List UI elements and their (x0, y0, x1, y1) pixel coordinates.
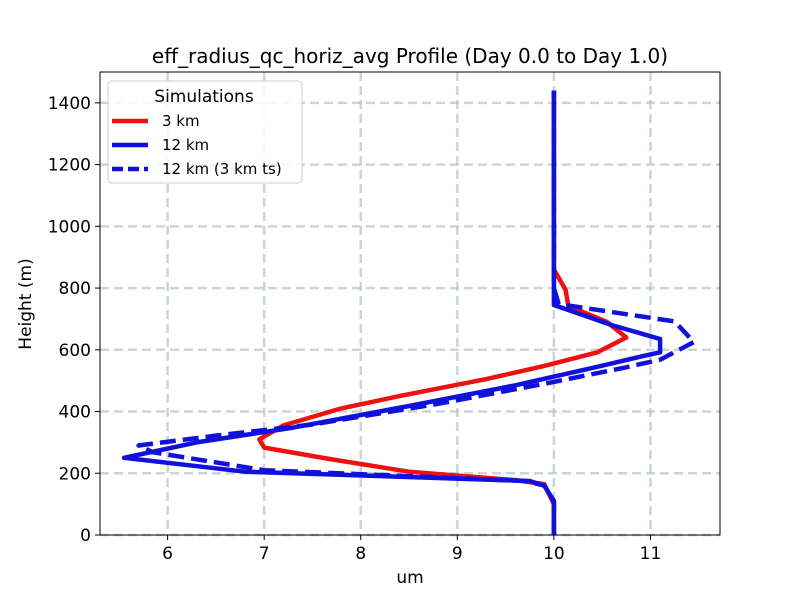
y-axis-label: Height (m) (16, 258, 36, 349)
legend-label: 12 km (162, 136, 209, 154)
x-tick-label: 10 (543, 544, 565, 564)
series-line (136, 90, 697, 535)
x-tick-label: 8 (355, 544, 366, 564)
y-tick-label: 800 (59, 279, 91, 299)
y-tick-label: 600 (59, 341, 91, 361)
y-tick-label: 1200 (48, 156, 91, 176)
series-layer (121, 90, 697, 535)
y-tick-label: 1400 (48, 94, 91, 114)
y-tick-label: 1000 (48, 217, 91, 237)
x-tick-label: 9 (452, 544, 463, 564)
legend-label: 12 km (3 km ts) (162, 160, 282, 178)
x-tick-label: 6 (162, 544, 173, 564)
x-axis-label: um (396, 568, 423, 588)
x-tick-label: 7 (259, 544, 270, 564)
legend-items: 3 km 12 km 12 km (3 km ts) (112, 112, 282, 178)
y-tick-label: 400 (59, 403, 91, 423)
legend: Simulations 3 km 12 km 12 km (3 km ts) (107, 80, 303, 184)
chart-title: eff_radius_qc_horiz_avg Profile (Day 0.0… (152, 44, 668, 68)
legend-label: 3 km (162, 112, 200, 130)
legend-box (107, 80, 303, 184)
plot-frame (99, 71, 721, 536)
y-tick-label: 0 (80, 526, 91, 546)
y-tick-label: 200 (59, 464, 91, 484)
x-tick-label: 11 (640, 544, 662, 564)
axis-ticks: 6 7 8 9 10 11 0 200 400 600 800 1000 1200 1400 (48, 94, 662, 564)
legend-title: Simulations (154, 87, 254, 107)
